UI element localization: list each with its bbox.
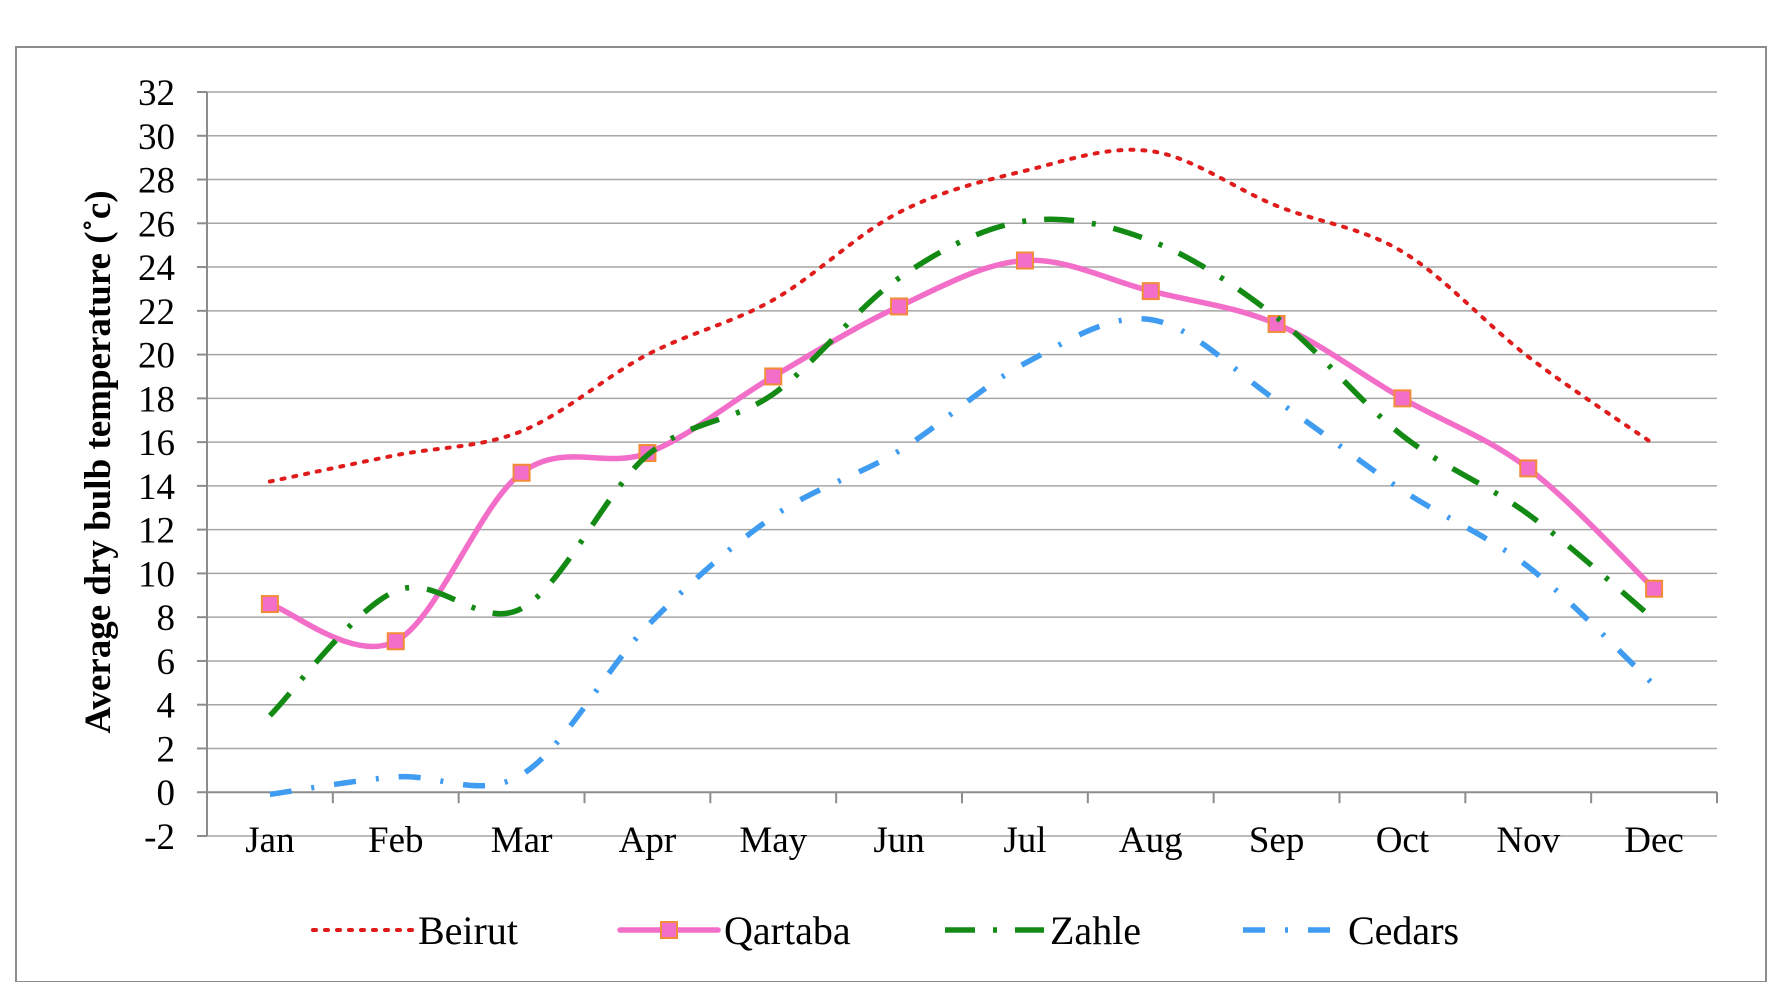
axes bbox=[197, 91, 1718, 837]
marker-qartaba bbox=[1519, 459, 1538, 478]
y-tick-label: 0 bbox=[157, 773, 176, 814]
y-tick-label: 28 bbox=[138, 161, 175, 202]
y-tick-label: 30 bbox=[138, 117, 175, 158]
series-lines bbox=[260, 147, 1664, 798]
x-tick-label: May bbox=[739, 820, 807, 861]
y-tick-label: 16 bbox=[138, 423, 175, 464]
y-tick-label: -2 bbox=[144, 817, 175, 858]
y-tick-label: 10 bbox=[138, 554, 175, 595]
y-tick-label: 4 bbox=[157, 686, 176, 727]
x-tick-label: Dec bbox=[1624, 820, 1684, 861]
x-tick-label: Jan bbox=[245, 820, 294, 861]
x-tick-label: Oct bbox=[1376, 820, 1430, 861]
y-tick-label: 8 bbox=[157, 598, 176, 639]
x-tick-labels: Jan Feb Mar Apr May Jun Jul Aug Sep Oct Nov Dec bbox=[245, 820, 1684, 861]
marker-qartaba bbox=[512, 463, 531, 482]
y-tick-label: 14 bbox=[138, 467, 175, 508]
marker-qartaba bbox=[1015, 251, 1034, 270]
series-line-beirut bbox=[267, 147, 1657, 484]
x-tick-label: Jul bbox=[1003, 820, 1046, 861]
x-tick-label: Feb bbox=[368, 820, 424, 861]
y-tick-label: 24 bbox=[138, 248, 175, 289]
y-tick-label: 22 bbox=[138, 292, 175, 333]
y-tick-label: 12 bbox=[138, 511, 175, 552]
marker-qartaba bbox=[1267, 314, 1286, 333]
legend-label-cedars: Cedars bbox=[1348, 908, 1459, 953]
marker-qartaba bbox=[890, 297, 909, 316]
legend: Beirut Qartaba Zahle Cedars bbox=[311, 908, 1459, 953]
grid-lines bbox=[207, 91, 1717, 837]
y-axis-label: Average dry bulb temperature (˚c) bbox=[78, 190, 119, 733]
x-tick-label: Jun bbox=[873, 820, 924, 861]
chart-border bbox=[15, 46, 1767, 983]
x-tick-label: Nov bbox=[1496, 820, 1560, 861]
y-tick-label: 18 bbox=[138, 379, 175, 420]
legend-marker-qartaba bbox=[660, 921, 678, 939]
marker-qartaba bbox=[1645, 579, 1664, 598]
x-tick-label: Aug bbox=[1119, 820, 1183, 861]
marker-qartaba bbox=[764, 367, 783, 386]
x-tick-label: Apr bbox=[619, 820, 677, 861]
y-tick-label: 26 bbox=[138, 204, 175, 245]
marker-qartaba bbox=[260, 595, 279, 614]
marker-qartaba bbox=[1141, 282, 1160, 301]
y-tick-label: 6 bbox=[157, 642, 176, 683]
x-tick-label: Sep bbox=[1249, 820, 1305, 861]
marker-qartaba bbox=[386, 632, 405, 651]
x-tick-label: Mar bbox=[491, 820, 553, 861]
y-tick-label: 20 bbox=[138, 336, 175, 377]
marker-qartaba bbox=[1393, 389, 1412, 408]
legend-label-qartaba: Qartaba bbox=[724, 908, 851, 953]
y-tick-label: 32 bbox=[138, 73, 175, 114]
legend-label-zahle: Zahle bbox=[1050, 908, 1141, 953]
series-line-cedars bbox=[269, 315, 1656, 798]
series-line-qartaba bbox=[267, 257, 1657, 650]
series-line-zahle bbox=[267, 216, 1656, 718]
y-tick-label: 2 bbox=[157, 729, 176, 770]
legend-label-beirut: Beirut bbox=[418, 908, 518, 953]
